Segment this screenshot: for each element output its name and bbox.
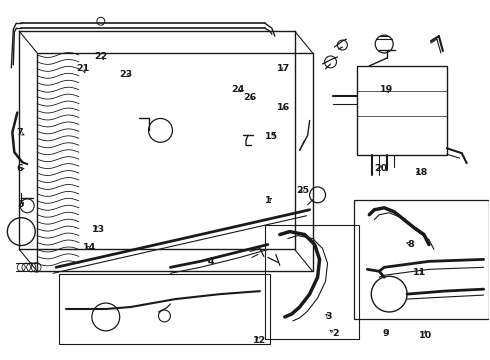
Text: 1: 1 — [265, 196, 271, 205]
Text: 11: 11 — [413, 268, 426, 277]
Text: 7: 7 — [17, 129, 23, 138]
Text: 22: 22 — [95, 52, 108, 61]
Text: 26: 26 — [243, 93, 256, 102]
Bar — [354, 200, 489, 319]
Text: 18: 18 — [415, 168, 428, 177]
Text: 10: 10 — [419, 331, 432, 340]
Text: 24: 24 — [231, 85, 245, 94]
Text: 13: 13 — [92, 225, 105, 234]
Text: 12: 12 — [253, 336, 266, 345]
Text: 20: 20 — [374, 164, 387, 173]
Text: 14: 14 — [82, 243, 96, 252]
Text: 21: 21 — [76, 64, 90, 73]
Text: 5: 5 — [18, 200, 24, 209]
Bar — [265, 225, 359, 339]
Text: 23: 23 — [119, 70, 132, 79]
Text: 15: 15 — [265, 132, 278, 141]
Text: 4: 4 — [208, 257, 214, 266]
Text: 2: 2 — [332, 329, 339, 338]
Text: 17: 17 — [277, 64, 291, 73]
Bar — [59, 274, 270, 344]
Text: 3: 3 — [325, 312, 332, 321]
Text: 8: 8 — [407, 240, 414, 249]
Text: 6: 6 — [17, 164, 23, 173]
Text: 16: 16 — [277, 103, 291, 112]
Bar — [357, 66, 447, 155]
Text: 25: 25 — [296, 185, 309, 194]
Text: 9: 9 — [383, 329, 390, 338]
Text: 19: 19 — [380, 85, 393, 94]
